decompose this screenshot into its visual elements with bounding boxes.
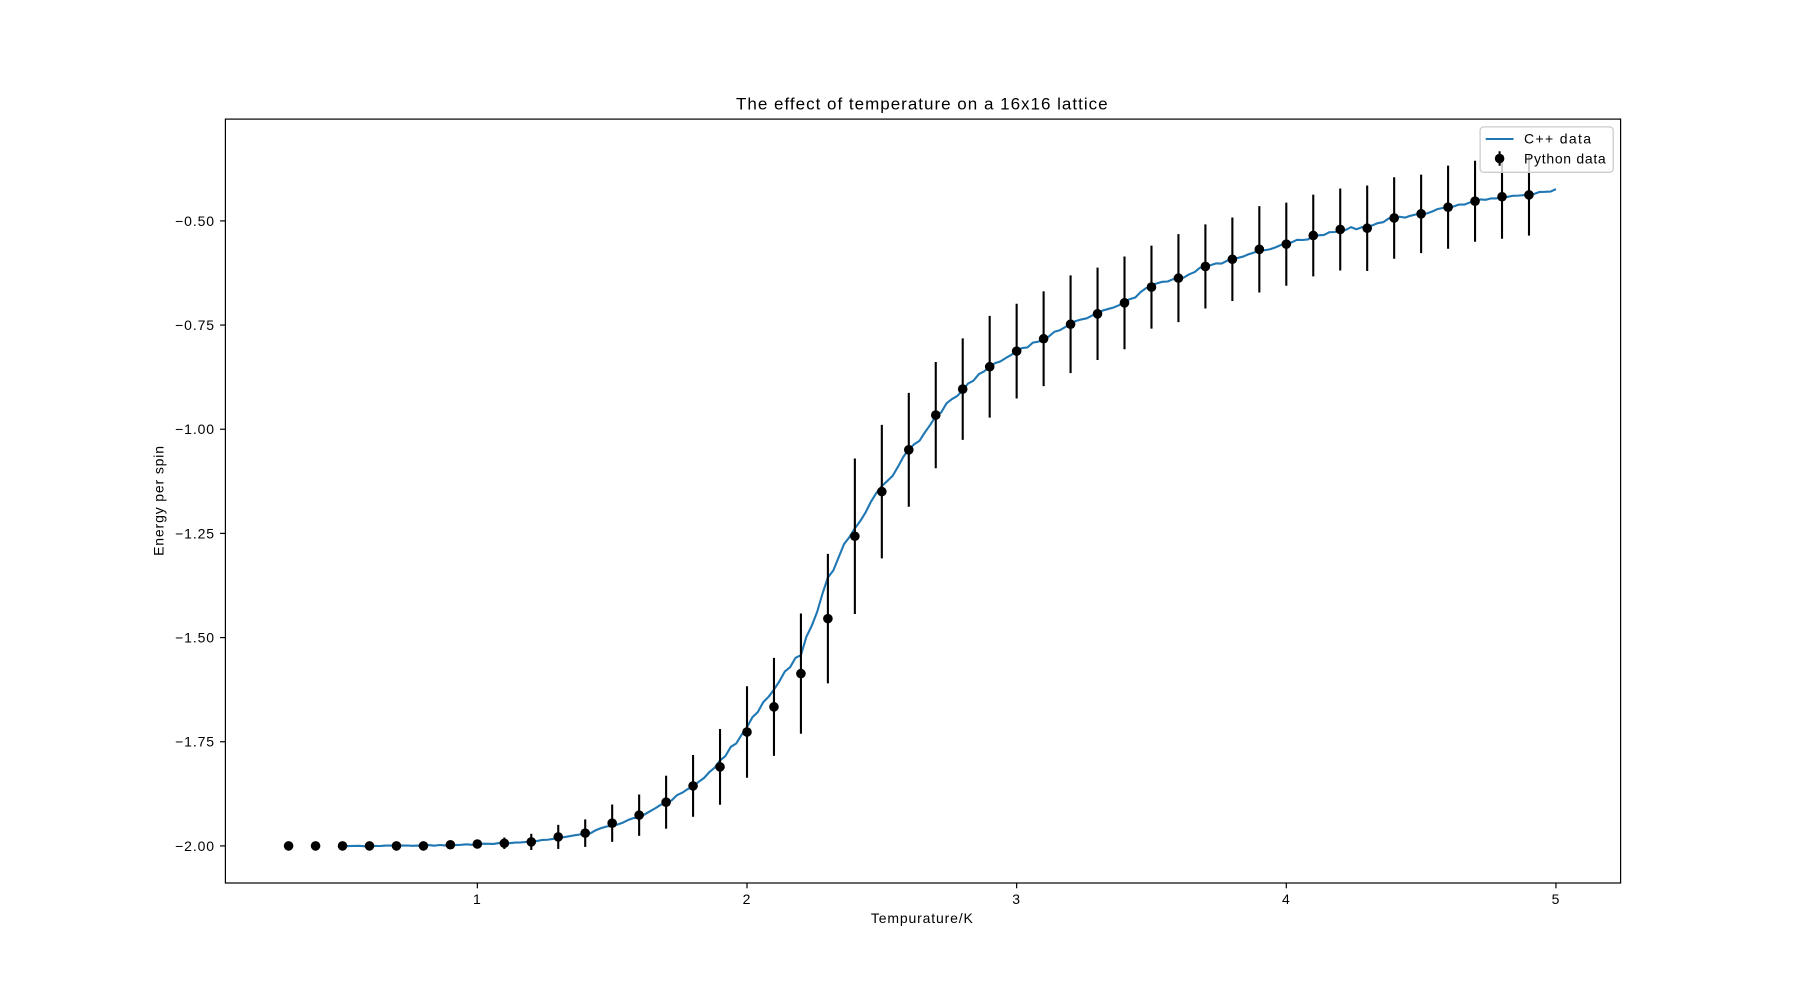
svg-text:5: 5 <box>1552 891 1561 907</box>
svg-text:−1.50: −1.50 <box>175 630 215 646</box>
svg-text:−1.25: −1.25 <box>175 525 215 541</box>
svg-text:−1.00: −1.00 <box>175 421 215 437</box>
svg-text:−2.00: −2.00 <box>175 838 215 854</box>
svg-text:C++ data: C++ data <box>1524 131 1592 147</box>
svg-text:3: 3 <box>1012 891 1021 907</box>
svg-text:2: 2 <box>743 891 752 907</box>
svg-text:Tempurature/K: Tempurature/K <box>871 910 974 926</box>
svg-text:The effect of temperature on a: The effect of temperature on a 16x16 lat… <box>736 95 1109 114</box>
svg-text:Energy per spin: Energy per spin <box>150 445 166 556</box>
svg-text:1: 1 <box>473 891 482 907</box>
svg-text:4: 4 <box>1282 891 1291 907</box>
svg-text:−0.75: −0.75 <box>175 317 215 333</box>
svg-text:−1.75: −1.75 <box>175 734 215 750</box>
svg-text:−0.50: −0.50 <box>175 213 215 229</box>
svg-text:Python data: Python data <box>1524 151 1606 167</box>
